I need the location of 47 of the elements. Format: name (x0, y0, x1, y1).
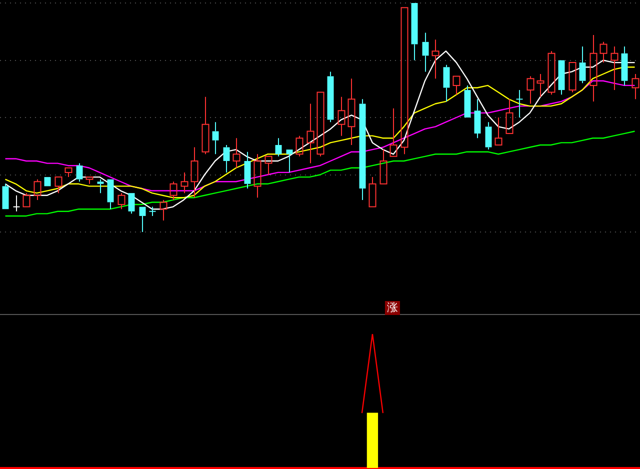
candlestick (12, 194, 20, 212)
candlestick (558, 60, 565, 96)
candlestick (411, 3, 418, 61)
candlestick (202, 96, 210, 155)
candlestick (600, 41, 608, 64)
candlestick (485, 122, 492, 150)
candlestick (327, 71, 334, 123)
text: 涨 (386, 300, 398, 314)
candlestick (54, 176, 62, 194)
candlestick (264, 156, 272, 176)
candlestick (464, 84, 471, 118)
candlestick (286, 150, 293, 173)
candlestick (107, 179, 114, 210)
candlestick (536, 73, 544, 98)
candlestick (348, 78, 356, 146)
candlestick (579, 46, 586, 84)
candlestick (590, 34, 598, 102)
candlestick (139, 206, 146, 232)
candlestick (338, 96, 346, 136)
candlestick (254, 154, 262, 198)
candlestick (223, 144, 230, 173)
candlestick (390, 108, 398, 157)
candlestick (97, 178, 104, 194)
candlestick (368, 176, 376, 208)
candlestick (380, 149, 388, 184)
candlestick (422, 32, 429, 72)
candlestick (506, 98, 514, 134)
candlestick (306, 103, 314, 164)
candlestick (190, 146, 198, 198)
candlestick (610, 46, 618, 91)
candlestick (632, 73, 640, 100)
candlestick (432, 39, 440, 80)
candlestick (180, 172, 188, 194)
candlestick (474, 98, 481, 139)
candlestick (148, 206, 156, 216)
candlestick (526, 76, 534, 104)
candlestick (516, 90, 524, 118)
candlestick (212, 122, 219, 155)
candlestick (232, 138, 240, 168)
candlestick (160, 199, 168, 222)
candlestick (494, 117, 502, 146)
candlestick (275, 138, 282, 157)
candlestick (452, 76, 460, 96)
candlestick (359, 98, 366, 200)
candlestick (244, 151, 251, 189)
candlestick (621, 46, 628, 86)
candlestick (443, 64, 450, 102)
